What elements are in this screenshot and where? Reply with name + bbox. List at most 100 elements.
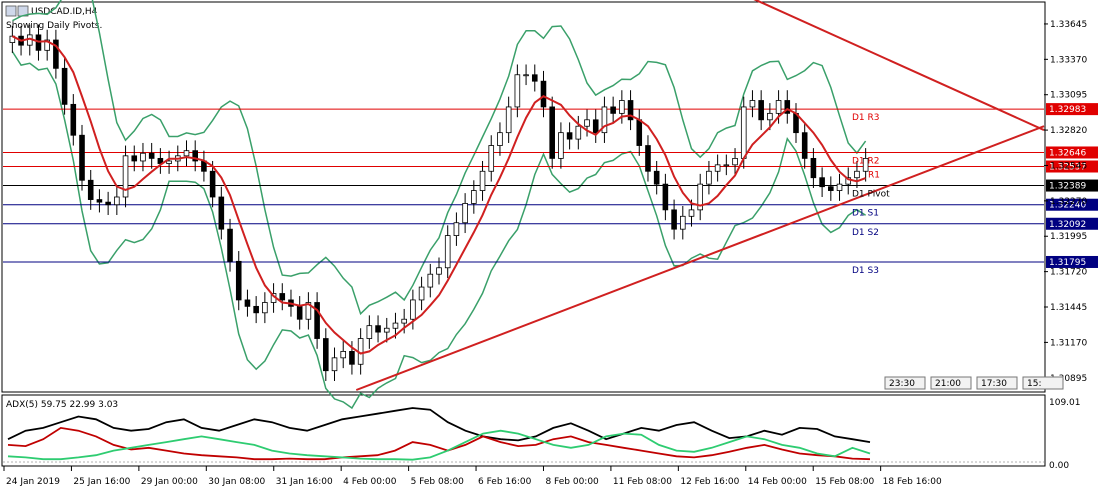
candle-body: [575, 125, 582, 140]
candle-body: [514, 74, 521, 108]
candle-body: [610, 106, 616, 114]
candle-body: [645, 145, 651, 172]
price-tick-label: 1.33370: [1050, 55, 1087, 65]
pivot-lines: 1.32983 1.32646 1.32537 1.32389 1.32240 1.320…: [3, 103, 1098, 268]
pivot-price-tag: [1046, 198, 1098, 211]
candle-body: [105, 201, 111, 206]
candle-body: [540, 80, 547, 108]
indicator-ymax: 109.01: [1049, 398, 1081, 408]
candle-body: [662, 183, 669, 211]
candle-body: [87, 179, 94, 200]
moving-average-line: [11, 35, 866, 355]
indicator-label: ADX(5) 59.75 22.99 3.03: [6, 400, 118, 410]
adx-series-line: [7, 429, 871, 461]
pivot-price-tag: [1046, 160, 1098, 173]
candle-body: [279, 293, 286, 301]
pivot-price-tag-label: 1.32092: [1049, 220, 1086, 230]
candle-body: [706, 170, 712, 185]
pivot-price-tag: [1046, 255, 1098, 268]
price-tick-label: 1.31995: [1050, 232, 1087, 242]
trendlines: [355, 0, 1045, 391]
time-tick-label: 14 Feb 00:00: [748, 477, 807, 487]
upper-band: [12, 0, 867, 316]
moving-average: [11, 35, 866, 355]
candle-body: [114, 196, 120, 206]
trendline: [753, 0, 1045, 132]
candle-body: [375, 325, 381, 333]
candle-body: [218, 196, 225, 230]
candle-body: [497, 132, 503, 146]
candle-body: [862, 157, 869, 172]
candle-body: [122, 155, 129, 198]
candle-body: [801, 132, 808, 159]
candle-body: [314, 302, 320, 339]
pivot-price-tag: [1046, 103, 1098, 116]
candle-body: [53, 39, 59, 69]
pivot-level-label: D1 R2: [852, 156, 880, 166]
candle-body: [366, 325, 373, 339]
candle-body: [584, 119, 590, 127]
adx-indicator: [7, 407, 871, 461]
time-tick-label: 8 Feb 00:00: [545, 477, 599, 487]
time-tick-label: 29 Jan 00:00: [141, 477, 198, 487]
pivot-price-tag: [1046, 146, 1098, 159]
candle-body: [392, 322, 399, 329]
candle-body: [157, 157, 164, 164]
candlesticks: [9, 24, 869, 381]
indicator-ymin: 0.00: [1049, 461, 1069, 471]
candle-body: [819, 177, 825, 188]
pivot-price-tag-label: 1.31795: [1049, 258, 1086, 268]
adx-series-line: [7, 426, 871, 461]
time-tick-label: 12 Feb 16:00: [680, 477, 739, 487]
candle-body: [723, 164, 730, 167]
price-tick-label: 1.32545: [1050, 161, 1087, 171]
candle-body: [462, 203, 468, 224]
main-chart-frame: [1, 1, 1046, 393]
candle-body: [767, 112, 773, 121]
pivot-level-label: D1 S3: [852, 266, 879, 276]
period-separator-box: [976, 376, 1018, 390]
pivot-level-label: R1: [868, 171, 880, 181]
candle-body: [9, 35, 16, 44]
price-tick-label: 1.31170: [1050, 338, 1087, 348]
candle-body: [183, 150, 190, 157]
price-tick-label: 1.31445: [1050, 303, 1087, 313]
candle-body: [775, 100, 782, 114]
candle-body: [558, 132, 564, 159]
candle-body: [349, 350, 355, 365]
candle-body: [262, 302, 268, 314]
candle-body: [601, 106, 608, 134]
time-tick-label: 5 Feb 08:00: [411, 477, 465, 487]
pivot-labels: D1 R3 D1 R2 R1 D1 Pivot D1 S1 D1 S2 D1 S3: [852, 113, 890, 276]
candle-body: [627, 100, 634, 121]
candle-body: [836, 183, 843, 191]
time-axis: 24 Jan 2019 25 Jan 16:00 29 Jan 00:00 30 Ja…: [3, 466, 942, 487]
candle-body: [410, 299, 416, 320]
candle-body: [453, 222, 460, 237]
candle-body: [479, 170, 486, 191]
candle-body: [44, 39, 50, 51]
candle-body: [383, 327, 390, 333]
chart-subtitle: Showing Daily Pivots.: [6, 21, 102, 31]
candle-body: [70, 103, 77, 136]
candle-body: [61, 67, 68, 105]
pivot-level-label: D1 Pivot: [852, 190, 890, 200]
candle-body: [444, 235, 451, 269]
candle-body: [427, 273, 434, 288]
period-separator-text: 17:30: [981, 379, 1007, 389]
candle-body: [331, 357, 338, 372]
chart-symbol-label: USDCAD.ID,H4: [31, 7, 98, 17]
candle-body: [340, 350, 347, 359]
candle-body: [418, 286, 425, 301]
time-tick-label: 6 Feb 16:00: [478, 477, 532, 487]
trendline: [355, 125, 1045, 391]
candle-body: [854, 170, 860, 179]
time-tick-label: 25 Jan 16:00: [73, 477, 130, 487]
pivot-level-label: D1 S1: [852, 209, 879, 219]
candle-body: [549, 106, 555, 159]
candle-body: [235, 260, 242, 301]
candle-body: [619, 100, 625, 114]
candle-body: [166, 160, 172, 164]
period-separator-box: [1022, 376, 1064, 390]
